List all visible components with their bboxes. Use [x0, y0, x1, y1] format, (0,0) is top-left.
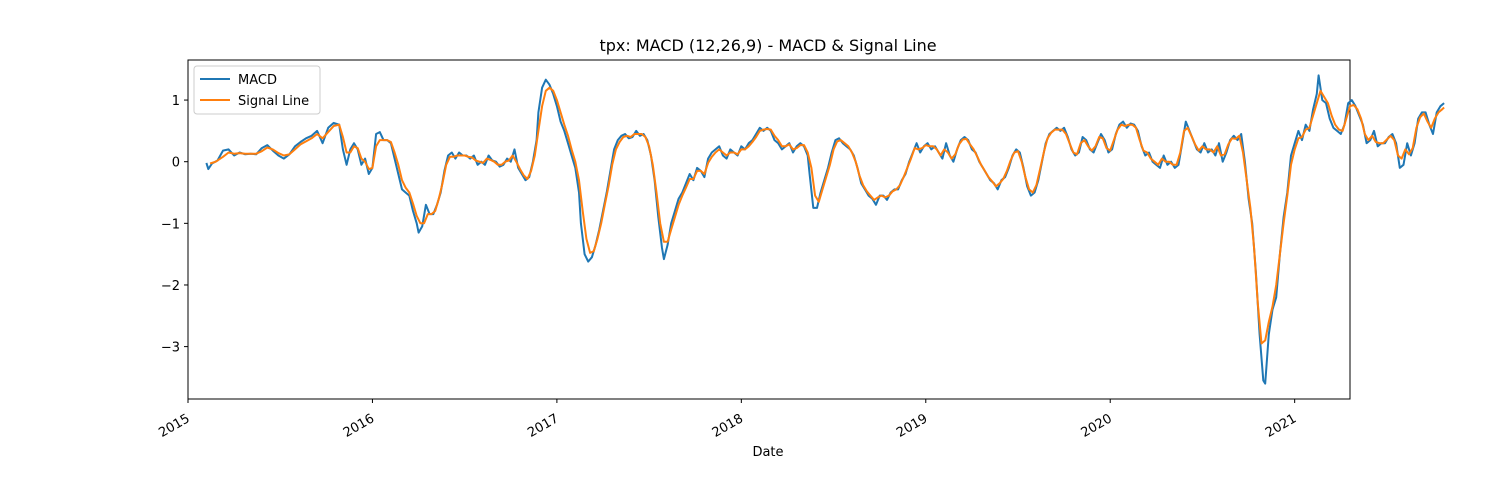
y-tick-label: −3: [161, 341, 180, 356]
series-line-signal-line: [209, 86, 1445, 345]
y-tick-label: −1: [161, 217, 180, 232]
chart-title: tpx: MACD (12,26,9) - MACD & Signal Line: [599, 36, 936, 55]
legend-label-macd: MACD: [238, 73, 277, 88]
legend-label-signal-line: Signal Line: [238, 94, 309, 109]
series-layer: [205, 74, 1445, 385]
x-axis-label: Date: [752, 445, 783, 460]
y-axis: 1 0 −1 −2 −3: [161, 94, 188, 356]
y-tick-label: −2: [161, 279, 180, 294]
plot-area: [187, 59, 1351, 400]
y-tick-label: 0: [172, 156, 180, 171]
legend: MACD Signal Line: [193, 65, 321, 115]
y-tick-label: 1: [172, 94, 180, 109]
